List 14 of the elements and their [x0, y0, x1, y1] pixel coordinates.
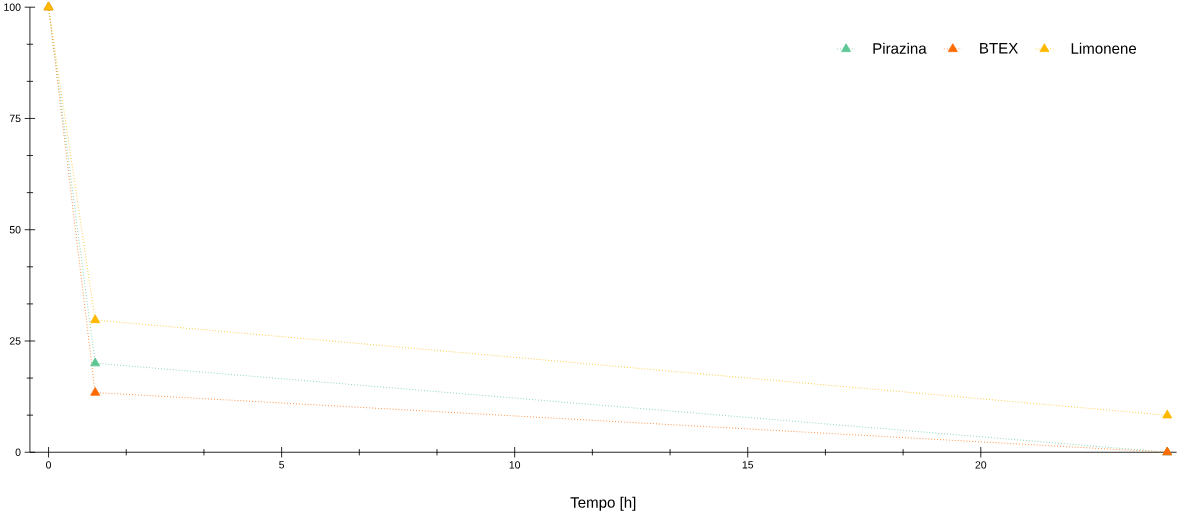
x-tick-label: 20	[975, 461, 987, 469]
y-tick-label: 100	[4, 3, 21, 11]
y-tick-label: 75	[9, 114, 21, 122]
x-tick-label: 10	[509, 461, 521, 469]
legend-label: Pirazina	[873, 42, 927, 54]
x-tick-label: 15	[742, 461, 754, 469]
x-axis-title: Tempo [h]	[570, 496, 636, 511]
y-tick-label: 25	[9, 337, 21, 345]
x-tick-label: 5	[279, 461, 285, 469]
legend-label: Limonene	[1071, 42, 1137, 54]
legend-label: BTEX	[980, 42, 1018, 54]
y-tick-label: 0	[15, 448, 21, 456]
x-tick-label: 0	[46, 461, 52, 469]
y-tick-label: 50	[9, 225, 21, 234]
